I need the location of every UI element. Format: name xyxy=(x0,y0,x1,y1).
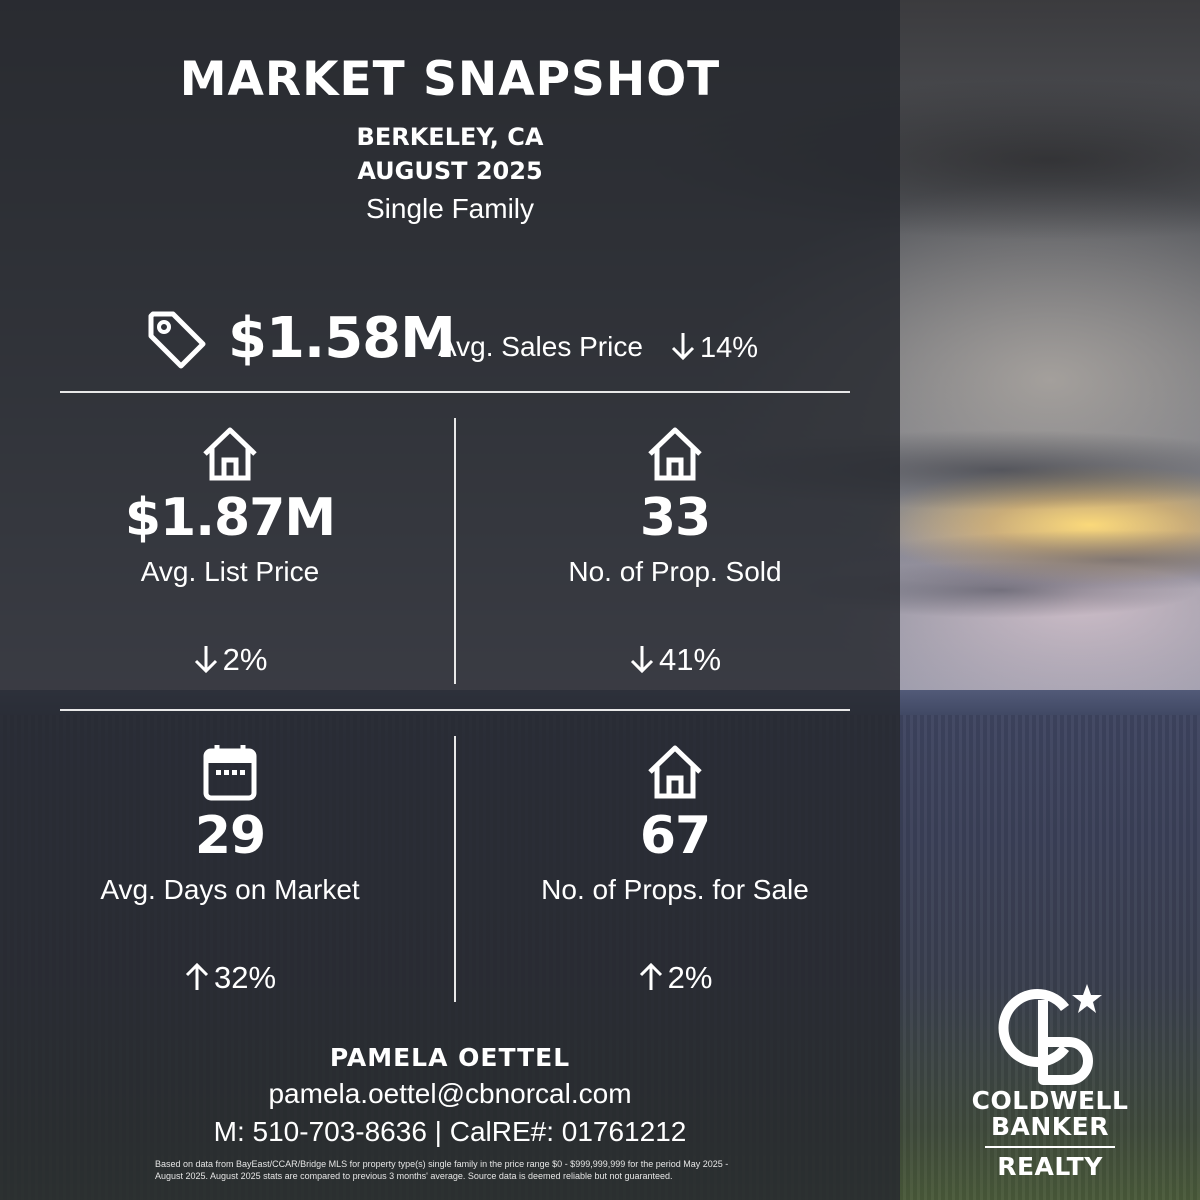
agent-email-link[interactable]: pamela.oettel@cbnorcal.com xyxy=(268,1078,632,1109)
cb-monogram-icon xyxy=(998,984,1102,1085)
page-title: MARKET SNAPSHOT xyxy=(179,52,721,107)
disclaimer-text: Based on data from BayEast/CCAR/Bridge M… xyxy=(155,1159,729,1181)
stat-avg-list-price: $1.87M Avg. List Price 2% xyxy=(20,424,440,694)
props-for-sale-label: No. of Props. for Sale xyxy=(541,874,809,905)
divider-middle xyxy=(60,709,850,711)
divider-top xyxy=(60,391,850,393)
arrow-down-icon xyxy=(630,646,654,674)
avg-list-price-value: $1.87M xyxy=(124,488,336,548)
stat-props-sold: 33 No. of Prop. Sold 41% xyxy=(465,424,885,694)
house-icon xyxy=(203,427,257,481)
avg-sales-price-row: $1.58M Avg. Sales Price 14% xyxy=(0,300,900,380)
divider-vertical-upper xyxy=(454,418,456,684)
house-icon xyxy=(648,745,702,799)
avg-list-price-change-value: 2% xyxy=(222,642,268,677)
avg-days-value: 29 xyxy=(194,806,266,866)
logo-text-realty: REALTY xyxy=(997,1152,1103,1181)
house-icon xyxy=(648,427,702,481)
logo-text-banker: BANKER xyxy=(990,1112,1110,1141)
period-label: AUGUST 2025 xyxy=(357,157,543,185)
avg-list-price-change: 2% xyxy=(20,642,440,678)
info-panel xyxy=(0,0,900,1200)
logo-divider xyxy=(985,1146,1115,1148)
props-for-sale-value: 67 xyxy=(639,806,711,866)
arrow-up-icon xyxy=(185,962,209,990)
agent-phone-license: M: 510-703-8636 | CalRE#: 01761212 xyxy=(213,1116,687,1147)
agent-name: PAMELA OETTEL xyxy=(329,1043,571,1072)
arrow-up-icon xyxy=(639,962,662,990)
stat-avg-days-on-market: 29 Avg. Days on Market 32% xyxy=(20,742,440,1012)
props-sold-label: No. of Prop. Sold xyxy=(568,556,782,587)
coldwell-banker-logo: COLDWELL BANKER REALTY xyxy=(960,980,1140,1190)
props-for-sale-change: 2% xyxy=(465,960,885,996)
props-sold-value: 33 xyxy=(639,488,711,548)
props-for-sale-change-value: 2% xyxy=(667,960,713,995)
arrow-down-icon xyxy=(671,333,695,361)
props-sold-change: 41% xyxy=(465,642,885,678)
divider-vertical-lower xyxy=(454,736,456,1002)
property-type-label: Single Family xyxy=(365,193,535,224)
calendar-icon xyxy=(203,745,257,801)
location-label: BERKELEY, CA xyxy=(356,123,544,151)
avg-days-label: Avg. Days on Market xyxy=(100,874,360,905)
avg-list-price-label: Avg. List Price xyxy=(140,556,320,587)
avg-sales-price-label: Avg. Sales Price xyxy=(438,331,643,362)
props-sold-change-value: 41% xyxy=(658,642,722,677)
avg-sales-price-change-value: 14% xyxy=(700,332,759,364)
stat-props-for-sale: 67 No. of Props. for Sale 2% xyxy=(465,742,885,1012)
avg-days-change: 32% xyxy=(20,960,440,996)
avg-sales-price-value: $1.58M xyxy=(228,306,456,371)
logo-text-coldwell: COLDWELL xyxy=(971,1086,1129,1115)
avg-sales-price-change: 14% xyxy=(670,331,758,365)
arrow-down-icon xyxy=(194,646,217,674)
avg-days-change-value: 32% xyxy=(213,960,277,995)
price-tag-icon xyxy=(148,311,206,369)
